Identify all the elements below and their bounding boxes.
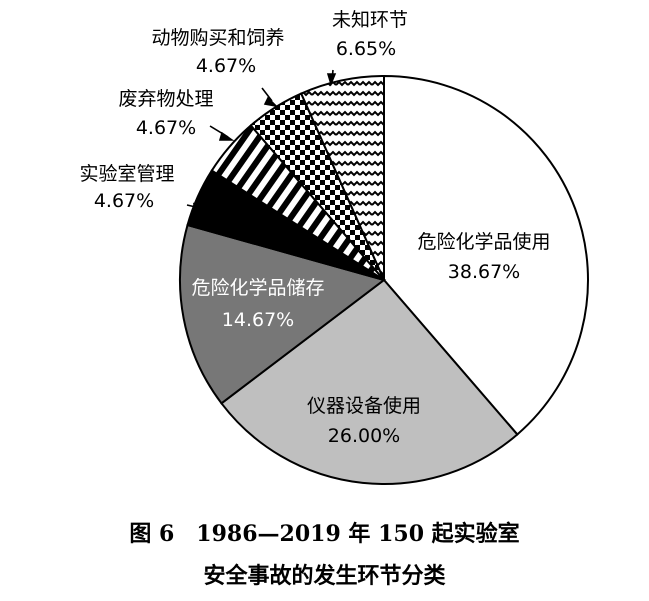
pie-slice-6: [299, 74, 385, 281]
slice-label-value: 26.00%: [328, 425, 400, 447]
slice-label-value: 14.67%: [222, 309, 294, 331]
slice-label-name: 废弃物处理: [118, 88, 213, 110]
figure-caption-line-1: 图 6 1986—2019 年 150 起实验室: [129, 521, 520, 547]
slice-label-value: 4.67%: [136, 117, 196, 139]
slice-label-name: 危险化学品储存: [191, 277, 324, 299]
slice-label-value: 6.65%: [336, 38, 396, 60]
slice-label-name: 实验室管理: [79, 163, 174, 185]
slice-label-name: 动物购买和饲养: [151, 27, 284, 49]
leader-arrows: [186, 69, 337, 214]
slice-label-name: 仪器设备使用: [307, 395, 421, 417]
pie-chart: 危险化学品使用 38.67% 仪器设备使用 26.00% 危险化学品储存 14.…: [79, 9, 589, 485]
pie-slice-0: [383, 74, 589, 436]
slice-label-name: 未知环节: [332, 9, 408, 31]
slice-label-name: 危险化学品使用: [417, 231, 550, 253]
figure-caption-line-2: 安全事故的发生环节分类: [203, 563, 446, 589]
slice-label-value: 38.67%: [448, 261, 520, 283]
slice-label-value: 4.67%: [94, 190, 154, 212]
slice-label-value: 4.67%: [196, 55, 256, 77]
pie-slice-2: [179, 223, 387, 405]
pie-slice-1: [220, 278, 519, 485]
